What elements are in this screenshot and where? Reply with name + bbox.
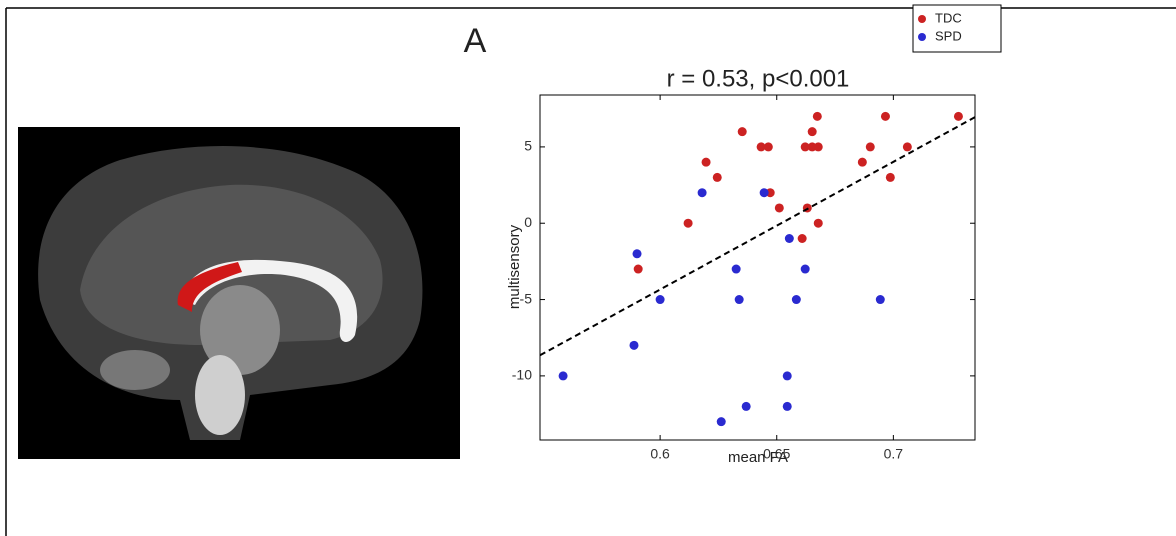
point: [885, 172, 895, 182]
legend-marker: [918, 15, 926, 23]
point: [902, 142, 912, 152]
point: [716, 417, 726, 427]
point: [629, 340, 639, 350]
y-tick-label: 0: [524, 214, 532, 230]
point: [865, 142, 875, 152]
point: [683, 218, 693, 228]
point: [558, 371, 568, 381]
point: [697, 188, 707, 198]
point: [784, 233, 794, 243]
y-axis-label: multisensory: [506, 224, 523, 309]
panel-label: A: [464, 22, 487, 60]
point: [655, 295, 665, 305]
point: [759, 188, 769, 198]
point: [737, 127, 747, 137]
point: [880, 111, 890, 121]
point: [632, 249, 642, 259]
point: [813, 218, 823, 228]
x-axis-label: mean FA: [728, 449, 788, 466]
legend-marker: [918, 33, 926, 41]
point: [633, 264, 643, 274]
point: [712, 172, 722, 182]
x-tick-label: 0.65: [763, 446, 790, 462]
chart-title: r = 0.53, p<0.001: [667, 65, 850, 92]
fit-line: [539, 116, 976, 357]
point: [800, 142, 810, 152]
point: [800, 264, 810, 274]
point: [812, 111, 822, 121]
point: [756, 142, 766, 152]
point: [807, 127, 817, 137]
point: [813, 142, 823, 152]
legend-label: SPD: [935, 28, 962, 43]
point: [774, 203, 784, 213]
point: [953, 111, 963, 121]
x-tick-label: 0.6: [650, 446, 670, 462]
y-tick-label: -5: [520, 290, 533, 306]
point: [875, 295, 885, 305]
brain-image: [18, 127, 460, 459]
point: [763, 142, 773, 152]
point: [741, 401, 751, 411]
point: [857, 157, 867, 167]
legend-box: [912, 4, 1002, 53]
plot-frame: [539, 94, 976, 441]
point: [701, 157, 711, 167]
y-tick-label: 5: [524, 138, 532, 154]
point: [734, 295, 744, 305]
point: [782, 371, 792, 381]
point: [782, 401, 792, 411]
legend-label: TDC: [935, 10, 962, 25]
point: [791, 295, 801, 305]
point: [731, 264, 741, 274]
point: [797, 233, 807, 243]
x-tick-label: 0.7: [884, 446, 904, 462]
y-tick-label: -10: [512, 367, 532, 383]
